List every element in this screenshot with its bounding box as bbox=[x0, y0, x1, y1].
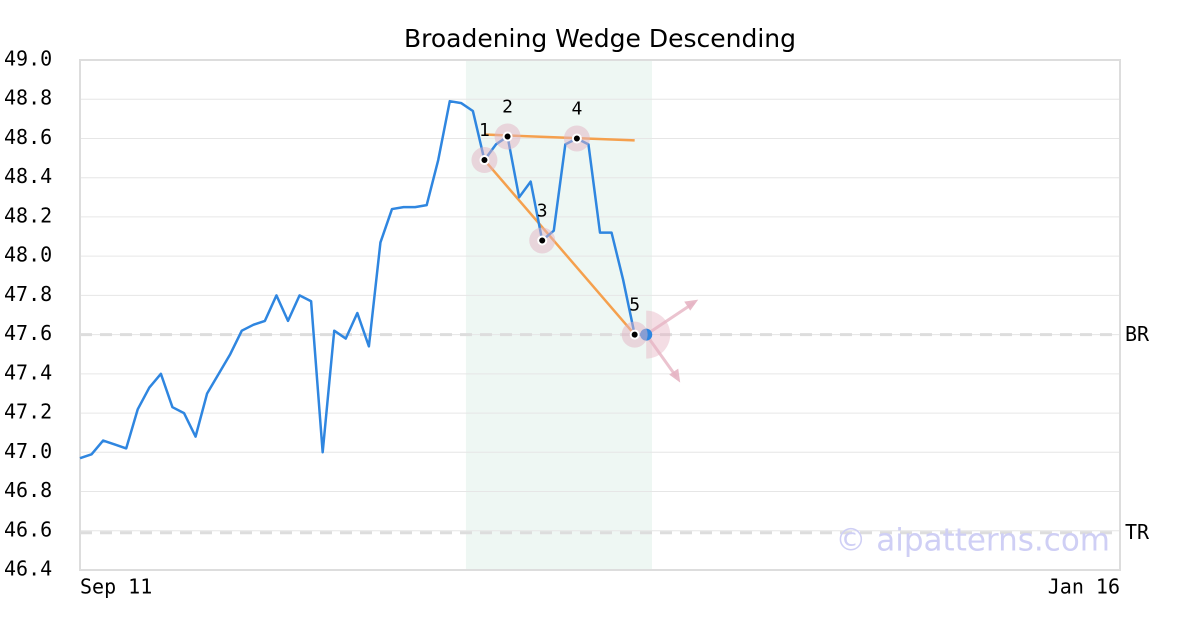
reference-label: TR bbox=[1125, 520, 1150, 544]
y-tick-label: 48.0 bbox=[4, 243, 52, 267]
y-tick-label: 47.2 bbox=[4, 400, 52, 424]
pattern-point bbox=[502, 131, 513, 142]
x-tick-label: Sep 11 bbox=[80, 575, 152, 599]
trendline bbox=[483, 159, 636, 336]
y-tick-label: 48.2 bbox=[4, 203, 52, 227]
plot-frame bbox=[79, 59, 1121, 571]
projection-arrow bbox=[645, 333, 678, 378]
chart-title: Broadening Wedge Descending bbox=[404, 24, 796, 53]
watermark: © aipatterns.com bbox=[835, 523, 1110, 559]
pattern-point-label: 5 bbox=[629, 295, 640, 316]
y-tick-label: 46.8 bbox=[4, 478, 52, 502]
x-tick-label: Jan 16 bbox=[1048, 575, 1120, 599]
reference-label: BR bbox=[1125, 322, 1150, 346]
y-tick-label: 48.6 bbox=[4, 125, 52, 149]
projection-arrow bbox=[645, 301, 696, 336]
pattern-point bbox=[571, 133, 582, 144]
y-tick-label: 47.6 bbox=[4, 321, 52, 345]
y-tick-label: 47.4 bbox=[4, 360, 52, 384]
y-tick-label: 48.4 bbox=[4, 164, 52, 188]
pattern-point bbox=[629, 329, 640, 340]
y-tick-label: 46.4 bbox=[4, 557, 52, 581]
y-tick-label: 47.8 bbox=[4, 282, 52, 306]
y-tick-label: 47.0 bbox=[4, 439, 52, 463]
pattern-point-label: 3 bbox=[537, 200, 548, 221]
pattern-point bbox=[537, 235, 548, 246]
projection-arrow-head bbox=[669, 368, 681, 383]
pattern-point-label: 1 bbox=[479, 120, 490, 141]
y-tick-label: 46.6 bbox=[4, 517, 52, 541]
y-tick-label: 49.0 bbox=[4, 47, 52, 71]
y-tick-label: 48.8 bbox=[4, 86, 52, 110]
projection-arrow-head bbox=[684, 299, 699, 311]
pattern-point bbox=[479, 155, 490, 166]
pattern-point-label: 4 bbox=[571, 98, 582, 119]
pattern-point-label: 2 bbox=[502, 97, 513, 118]
